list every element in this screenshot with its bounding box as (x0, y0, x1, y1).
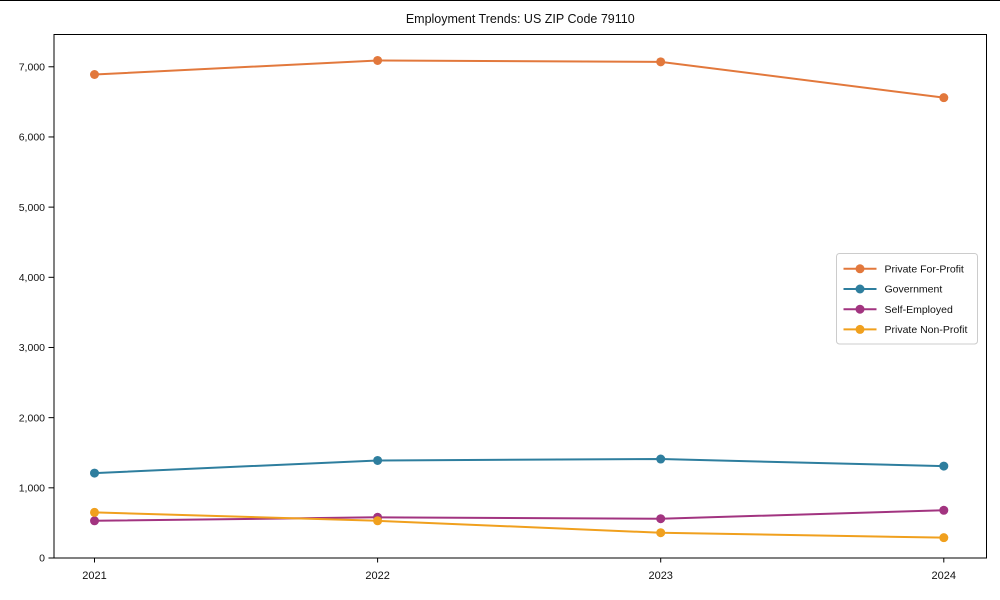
y-tick-label: 1,000 (19, 483, 45, 495)
y-tick-label: 6,000 (19, 132, 45, 144)
legend-box (836, 253, 978, 345)
legend-label: Private Non-Profit (885, 324, 968, 336)
point-self-employed-2023 (656, 514, 666, 524)
x-tick-label: 2023 (648, 570, 672, 582)
point-private-non-profit-2021 (90, 507, 99, 517)
y-tick-label: 7,000 (19, 61, 45, 73)
legend-marker-dot (855, 284, 865, 294)
legend-item-private-non-profit: Private Non-Profit (843, 324, 968, 336)
point-government-2024 (939, 461, 949, 471)
point-self-employed-2021 (90, 516, 99, 526)
point-private-non-profit-2023 (656, 528, 666, 538)
legend-marker-dot (855, 304, 865, 314)
x-tick-label: 2021 (82, 570, 106, 582)
point-private-non-profit-2024 (939, 533, 949, 543)
point-private-for-profit-2022 (373, 55, 383, 65)
point-government-2021 (90, 468, 99, 478)
legend: Private For-Profit Government Self-Employe… (836, 253, 978, 345)
chart-title: Employment Trends: US ZIP Code 79110 (406, 12, 635, 26)
series-line-self-employed (94, 509, 944, 522)
point-private-non-profit-2022 (373, 516, 383, 526)
point-government-2023 (656, 454, 666, 464)
point-private-for-profit-2024 (939, 93, 949, 103)
y-tick-label: 5,000 (19, 202, 45, 214)
x-tick-label: 2024 (932, 570, 956, 582)
y-tick-label: 2,000 (19, 412, 45, 424)
x-tick-label: 2022 (365, 570, 389, 582)
legend-label: Self-Employed (885, 304, 953, 316)
legend-item-self-employed: Self-Employed (843, 304, 953, 316)
series-line-private-for-profit (94, 59, 944, 99)
legend-item-government: Government (843, 284, 943, 296)
y-tick-label: 3,000 (19, 342, 45, 354)
point-private-for-profit-2023 (656, 57, 666, 67)
legend-item-private-for-profit: Private For-Profit (843, 264, 964, 276)
legend-marker-dot (855, 324, 865, 334)
series-line-private-non-profit (94, 511, 944, 539)
y-tick-label: 4,000 (19, 272, 45, 284)
legend-label: Government (885, 284, 943, 296)
y-tick-label: 0 (39, 553, 45, 565)
legend-label: Private For-Profit (885, 264, 964, 276)
point-self-employed-2024 (939, 505, 949, 515)
plot-border (53, 34, 987, 559)
legend-marker-dot (855, 264, 865, 274)
series-line-government (94, 458, 944, 475)
point-government-2022 (373, 455, 383, 465)
point-private-for-profit-2021 (90, 69, 99, 79)
